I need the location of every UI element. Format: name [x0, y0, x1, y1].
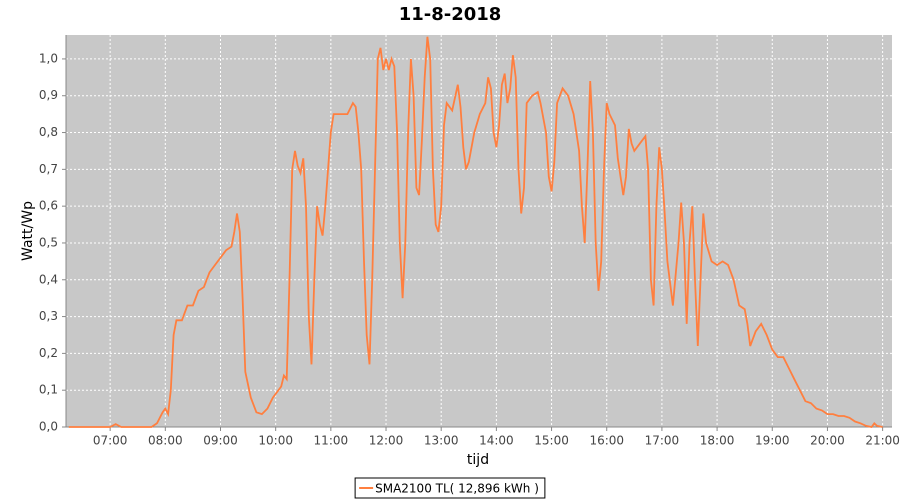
- x-tick-label: 13:00: [424, 434, 459, 448]
- x-tick-label: 12:00: [369, 434, 404, 448]
- chart-title: 11-8-2018: [399, 4, 502, 25]
- y-tick-label: 0,6: [39, 199, 58, 213]
- x-tick-label: 07:00: [93, 434, 128, 448]
- x-tick-label: 17:00: [645, 434, 680, 448]
- y-tick-label: 0,4: [39, 272, 58, 286]
- data-line: [68, 36, 883, 428]
- y-tick-label: 0,3: [39, 309, 58, 323]
- y-axis-label: Watt/Wp: [20, 201, 36, 261]
- y-tick-label: 0,9: [39, 88, 58, 102]
- x-tick-label: 08:00: [148, 434, 183, 448]
- x-tick-label: 21:00: [865, 434, 900, 448]
- y-tick-label: 1,0: [39, 51, 58, 65]
- legend-label: SMA2100 TL( 12,896 kWh ): [375, 482, 539, 496]
- x-tick-label: 15:00: [534, 434, 569, 448]
- x-tick-label: 19:00: [755, 434, 790, 448]
- y-tick-label: 0,0: [39, 420, 58, 434]
- y-tick-label: 0,8: [39, 125, 58, 139]
- legend-box: [354, 477, 546, 499]
- x-axis-label: tijd: [467, 452, 489, 468]
- plot-area: [66, 35, 892, 427]
- x-tick-label: 11:00: [314, 434, 349, 448]
- x-tick-label: 20:00: [810, 434, 845, 448]
- y-tick-label: 0,7: [39, 162, 58, 176]
- x-tick-label: 18:00: [700, 434, 735, 448]
- y-tick-label: 0,5: [39, 235, 58, 249]
- x-tick-label: 16:00: [589, 434, 624, 448]
- y-tick-label: 0,2: [39, 346, 58, 360]
- x-tick-label: 10:00: [258, 434, 293, 448]
- y-tick-label: 0,1: [39, 383, 58, 397]
- x-tick-label: 09:00: [203, 434, 238, 448]
- x-tick-label: 14:00: [479, 434, 514, 448]
